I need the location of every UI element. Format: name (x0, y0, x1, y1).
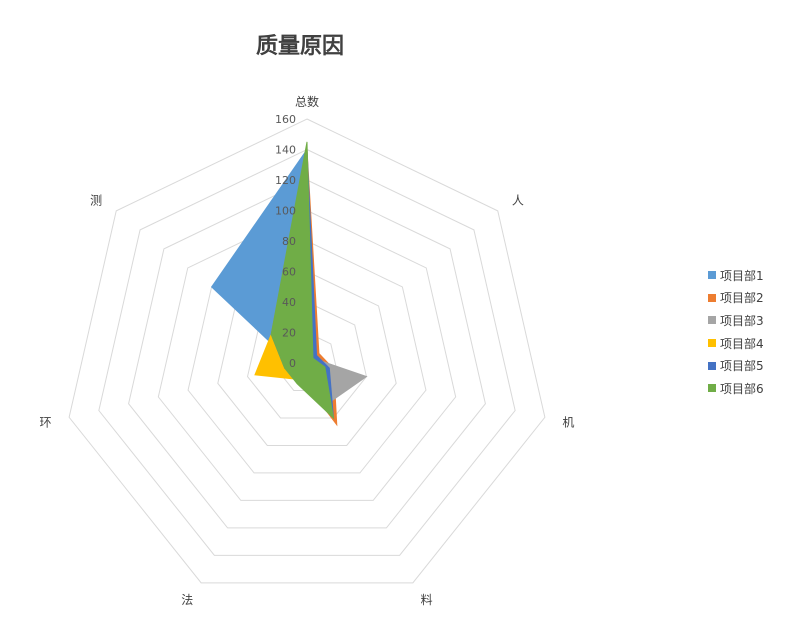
category-label: 环 (40, 415, 52, 429)
legend-label: 项目部6 (720, 381, 764, 396)
category-label: 料 (421, 593, 433, 607)
radar-grid (68, 118, 546, 584)
grid-ring (98, 148, 516, 556)
legend-swatch (708, 293, 716, 302)
legend-label: 项目部5 (720, 359, 764, 374)
tick-label: 140 (275, 144, 296, 157)
series-area-6 (270, 141, 335, 420)
legend-item-2: 项目部2 (708, 287, 764, 310)
legend-label: 项目部3 (720, 313, 764, 328)
radar-series (210, 141, 368, 427)
category-label: 总数 (295, 94, 319, 109)
grid-ring (128, 179, 486, 529)
legend-label: 项目部1 (720, 268, 764, 283)
category-label: 法 (181, 593, 193, 607)
legend-swatch (708, 384, 716, 393)
tick-label: 120 (275, 174, 296, 187)
tick-label: 20 (282, 327, 296, 340)
legend-item-5: 项目部5 (708, 354, 764, 377)
legend-label: 项目部2 (720, 291, 764, 306)
category-label: 测 (90, 194, 102, 208)
legend-item-4: 项目部4 (708, 332, 764, 355)
category-label: 人 (512, 194, 524, 208)
tick-label: 0 (289, 357, 296, 370)
legend-item-6: 项目部6 (708, 377, 764, 400)
legend: 项目部1 项目部2 项目部3 项目部4 项目部5 项目部6 (708, 264, 764, 400)
radar-ticks: 0 20 40 60 80 100 120 140 160 (275, 113, 296, 370)
tick-label: 40 (282, 296, 296, 309)
grid-ring (246, 301, 368, 419)
grid-ring (157, 209, 457, 501)
legend-swatch (708, 271, 716, 280)
grid-ring (217, 270, 397, 446)
tick-label: 60 (282, 266, 296, 279)
tick-label: 100 (275, 205, 296, 218)
legend-swatch (708, 361, 716, 370)
legend-swatch (708, 339, 716, 348)
grid-ring (68, 118, 546, 584)
legend-label: 项目部4 (720, 336, 764, 351)
legend-swatch (708, 316, 716, 325)
chart-title: 质量原因 (255, 33, 344, 59)
legend-item-1: 项目部1 (708, 264, 764, 287)
category-label: 机 (562, 415, 574, 429)
tick-label: 80 (282, 235, 296, 248)
grid-ring (187, 240, 427, 474)
tick-label: 160 (275, 113, 296, 126)
legend-item-3: 项目部3 (708, 309, 764, 332)
